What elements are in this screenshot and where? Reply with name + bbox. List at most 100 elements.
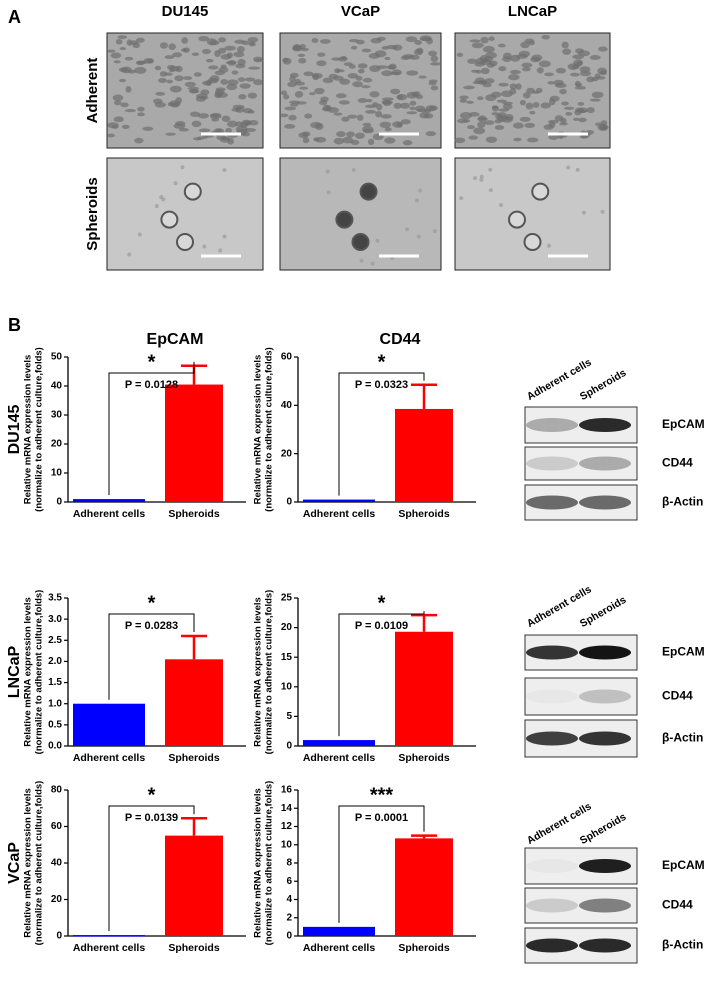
cell — [454, 137, 466, 144]
cell — [121, 124, 130, 130]
cell — [253, 56, 263, 62]
cell — [569, 72, 580, 77]
cell — [119, 78, 126, 83]
cell — [402, 140, 413, 146]
y-tick-label: 60 — [51, 821, 63, 832]
cell — [553, 79, 564, 86]
cell — [576, 109, 588, 114]
spheroid — [183, 182, 202, 201]
cell — [114, 99, 122, 106]
column-label: DU145 — [162, 3, 209, 20]
cell — [234, 39, 245, 44]
cell — [218, 66, 229, 73]
cell — [129, 40, 139, 45]
band-label: β-Actin — [662, 495, 703, 509]
significance-stars: * — [378, 592, 386, 614]
y-tick-label: 0 — [286, 741, 292, 752]
column-label: VCaP — [341, 3, 380, 20]
cell — [313, 137, 320, 142]
cell — [302, 137, 310, 144]
y-tick-label: 12 — [281, 821, 293, 832]
cell — [543, 124, 554, 130]
cell — [124, 109, 137, 113]
cell — [164, 72, 173, 76]
cell — [475, 57, 486, 65]
x-tick-label: Spheroids — [168, 752, 220, 764]
cell — [347, 72, 359, 79]
cell — [512, 122, 524, 129]
cell — [218, 248, 223, 253]
cell — [595, 122, 602, 126]
cell — [391, 69, 402, 76]
blot — [524, 927, 638, 964]
cell — [297, 53, 306, 57]
y-tick-label: 60 — [281, 352, 293, 363]
cell — [519, 116, 531, 122]
p-value: P = 0.0001 — [355, 812, 408, 824]
cell — [225, 61, 238, 65]
cell — [248, 120, 259, 126]
cell — [413, 91, 421, 97]
x-tick-label: Adherent cells — [73, 752, 146, 764]
y-tick-label: 4 — [286, 894, 292, 905]
cell — [521, 62, 533, 68]
significance-bracket — [108, 613, 195, 700]
cell — [376, 36, 386, 41]
band — [526, 456, 578, 471]
cell — [554, 115, 564, 122]
cell — [167, 102, 175, 107]
x-tick-label: Adherent cells — [73, 942, 146, 954]
cell — [118, 67, 129, 73]
y-tick-label: 40 — [51, 858, 63, 869]
bar — [73, 935, 145, 937]
cell — [244, 128, 257, 133]
cell — [379, 121, 392, 129]
cell — [574, 86, 586, 90]
cell — [498, 108, 510, 112]
cell — [159, 42, 168, 49]
cell — [488, 167, 493, 172]
cell — [287, 81, 297, 88]
cell — [459, 95, 469, 100]
cell — [600, 209, 605, 214]
cell — [327, 107, 340, 113]
cell — [339, 78, 351, 85]
cell — [386, 44, 398, 50]
cell — [477, 121, 486, 128]
cell — [467, 125, 475, 130]
cell — [280, 90, 288, 96]
cell — [355, 39, 365, 45]
spheroid — [359, 182, 378, 201]
cell — [515, 83, 522, 90]
cell — [430, 62, 442, 66]
cell — [409, 106, 416, 111]
cell — [314, 87, 325, 95]
cell — [513, 137, 522, 142]
cell — [174, 75, 184, 82]
significance-stars: * — [148, 592, 156, 614]
band-label: EpCAM — [662, 417, 705, 431]
cell — [238, 94, 247, 100]
blot — [524, 634, 638, 671]
cell — [137, 106, 145, 112]
cell — [546, 243, 551, 248]
cell — [406, 111, 418, 115]
cell — [562, 48, 572, 55]
error-bar — [181, 817, 207, 836]
cell — [497, 43, 506, 48]
cell — [577, 101, 585, 106]
cell — [239, 83, 251, 89]
cell — [509, 69, 521, 75]
cell — [294, 91, 304, 98]
p-value: P = 0.0128 — [125, 379, 178, 391]
x-tick-label: Spheroids — [398, 942, 450, 954]
y-tick-label: 0 — [286, 497, 292, 508]
significance-stars: * — [378, 351, 386, 373]
cell — [416, 108, 429, 113]
cell — [549, 95, 560, 102]
band — [579, 859, 631, 873]
cell — [468, 135, 479, 140]
cell — [527, 137, 539, 143]
cell — [221, 115, 231, 122]
cell — [388, 63, 397, 70]
